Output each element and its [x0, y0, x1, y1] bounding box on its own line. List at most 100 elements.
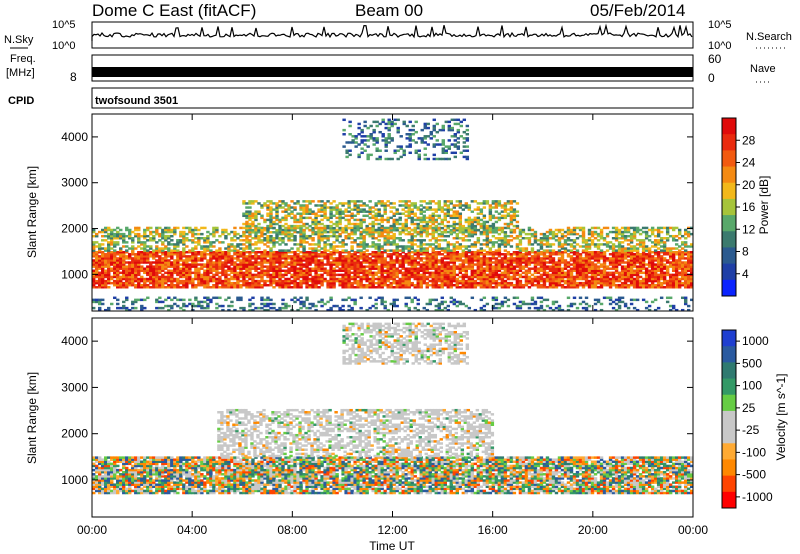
heatmap-cell: [455, 265, 460, 268]
heatmap-cell: [212, 250, 216, 254]
heatmap-cell: [311, 237, 315, 240]
heatmap-cell: [152, 283, 156, 287]
heatmap-cell: [452, 279, 457, 283]
heatmap-cell: [215, 269, 219, 272]
heatmap-cell: [512, 269, 517, 272]
heatmap-cell: [128, 269, 132, 272]
heatmap-cell: [113, 269, 117, 272]
heatmap-cell: [338, 269, 342, 272]
heatmap-cell: [149, 286, 153, 289]
heatmap-cell: [137, 241, 141, 244]
heatmap-cell: [248, 271, 252, 275]
heatmap-cell: [203, 281, 207, 285]
heatmap-cell: [392, 212, 396, 215]
heatmap-cell: [398, 249, 402, 252]
heatmap-cell: [158, 249, 162, 252]
heatmap-cell: [143, 259, 147, 262]
heatmap-cell: [317, 245, 321, 248]
heatmap-cell: [314, 283, 318, 287]
heatmap-cell: [263, 259, 267, 262]
heatmap-cell: [533, 267, 538, 270]
heatmap-cell: [338, 281, 342, 285]
heatmap-cell: [311, 259, 315, 262]
heatmap-cell: [578, 281, 583, 285]
heatmap-cell: [233, 247, 237, 250]
heatmap-cell: [248, 257, 252, 260]
heatmap-cell: [470, 265, 475, 268]
heatmap-cell: [401, 265, 405, 268]
heatmap-cell: [536, 253, 541, 256]
heatmap-cell: [638, 263, 643, 266]
heatmap-cell: [416, 275, 420, 279]
heatmap-cell: [116, 277, 120, 281]
heatmap-cell: [440, 286, 444, 289]
heatmap-cell: [347, 255, 351, 258]
heatmap-cell: [161, 286, 165, 289]
heatmap-cell: [473, 255, 478, 258]
heatmap-cell: [290, 281, 294, 285]
heatmap-cell: [596, 277, 601, 281]
heatmap-cell: [290, 216, 294, 220]
heatmap-cell: [434, 265, 438, 268]
heatmap-cell: [512, 273, 517, 277]
heatmap-cell: [593, 283, 598, 287]
heatmap-cell: [365, 210, 369, 213]
heatmap-cell: [539, 253, 544, 256]
heatmap-cell: [563, 250, 568, 254]
heatmap-cell: [407, 267, 411, 270]
heatmap-cell: [248, 267, 252, 270]
heatmap-cell: [635, 257, 640, 260]
heatmap-cell: [623, 279, 628, 283]
heatmap-cell: [320, 263, 324, 266]
heatmap-cell: [332, 249, 336, 252]
heatmap-cell: [689, 250, 694, 254]
heatmap-cell: [416, 286, 420, 289]
heatmap-cell: [215, 286, 219, 289]
heatmap-cell: [539, 269, 544, 272]
heatmap-cell: [140, 255, 144, 258]
heatmap-cell: [293, 286, 297, 289]
heatmap-cell: [242, 226, 246, 230]
heatmap-cell: [281, 257, 285, 260]
heatmap-cell: [620, 255, 625, 258]
heatmap-cell: [344, 277, 348, 281]
heatmap-cell: [635, 243, 640, 246]
heatmap-cell: [152, 239, 156, 242]
heatmap-cell: [290, 232, 294, 236]
heatmap-cell: [686, 275, 691, 279]
heatmap-cell: [668, 281, 673, 285]
heatmap-cell: [617, 259, 622, 262]
heatmap-cell: [494, 269, 499, 272]
heatmap-cell: [473, 241, 478, 244]
heatmap-cell: [656, 255, 661, 258]
heatmap-cell: [485, 250, 490, 254]
heatmap-cell: [317, 281, 321, 285]
heatmap-cell: [320, 277, 324, 281]
heatmap-cell: [140, 267, 144, 270]
heatmap-cell: [116, 232, 120, 236]
heatmap-cell: [353, 228, 357, 232]
heatmap-cell: [158, 226, 162, 230]
heatmap-cell: [149, 273, 153, 277]
heatmap-cell: [305, 222, 309, 226]
heatmap-cell: [131, 237, 135, 240]
heatmap-cell: [650, 277, 655, 281]
heatmap-cell: [242, 281, 246, 285]
heatmap-cell: [584, 273, 589, 277]
heatmap-cell: [236, 273, 240, 277]
heatmap-cell: [128, 271, 132, 275]
heatmap-cell: [650, 241, 655, 244]
heatmap-cell: [218, 253, 222, 256]
heatmap-cell: [308, 255, 312, 258]
heatmap-cell: [107, 267, 111, 270]
heatmap-cell: [458, 265, 463, 268]
heatmap-cell: [218, 234, 222, 238]
heatmap-cell: [653, 271, 658, 275]
heatmap-cell: [197, 228, 201, 232]
heatmap-cell: [212, 269, 216, 272]
heatmap-cell: [563, 271, 568, 275]
heatmap-cell: [413, 263, 417, 266]
heatmap-cell: [200, 245, 204, 248]
heatmap-cell: [662, 267, 667, 270]
heatmap-cell: [473, 259, 478, 262]
